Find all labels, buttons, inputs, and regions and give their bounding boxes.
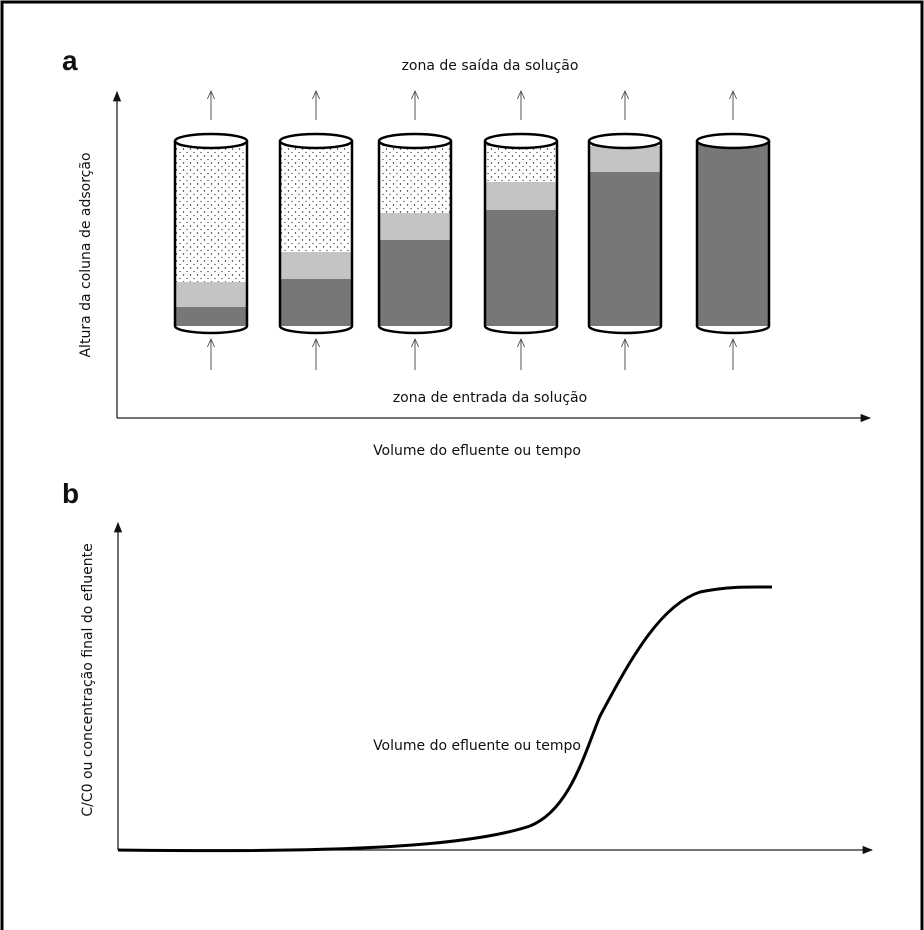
- column-body: [587, 141, 663, 335]
- saturated-zone: [485, 210, 557, 326]
- breakthrough-curve: [117, 585, 773, 853]
- transfer-zone: [589, 146, 661, 172]
- panel-label: a: [62, 45, 78, 76]
- panel-label: b: [62, 478, 79, 509]
- column-top: [695, 132, 771, 150]
- packed-zone: [280, 141, 352, 252]
- transfer-zone: [379, 213, 451, 240]
- columns: [173, 91, 771, 370]
- column-body: [278, 141, 354, 335]
- saturated-zone: [697, 141, 769, 326]
- y-axis-label: Altura da coluna de adsorção: [78, 152, 94, 357]
- column-top: [483, 132, 559, 150]
- transfer-zone: [280, 252, 352, 279]
- saturated-zone: [175, 307, 247, 326]
- y-axis-label: C/C0 ou concentração final do efluente: [80, 543, 96, 816]
- saturated-zone: [280, 279, 352, 326]
- saturated-zone: [379, 240, 451, 326]
- packed-zone: [175, 141, 247, 282]
- column-body: [173, 141, 249, 335]
- top-text: zona de saída da solução: [402, 58, 579, 74]
- transfer-zone: [485, 182, 557, 210]
- bottom-text: zona de entrada da solução: [393, 390, 587, 406]
- column-top: [278, 132, 354, 150]
- x-axis-label: Volume do efluente ou tempo: [373, 738, 581, 754]
- column-top: [173, 132, 249, 150]
- column-body: [483, 141, 559, 335]
- panel-a: a zona de saída da solução zona de entra…: [62, 45, 872, 459]
- column-body: [377, 141, 453, 335]
- saturated-zone: [589, 172, 661, 326]
- transfer-zone: [175, 282, 247, 307]
- column-top: [377, 132, 453, 150]
- column-top: [587, 132, 663, 150]
- column-body: [695, 141, 771, 335]
- x-axis-label: Volume do efluente ou tempo: [373, 443, 581, 459]
- packed-zone: [379, 141, 451, 213]
- panel-b: b Volume do efluente ou tempo C/C0 ou co…: [62, 478, 874, 855]
